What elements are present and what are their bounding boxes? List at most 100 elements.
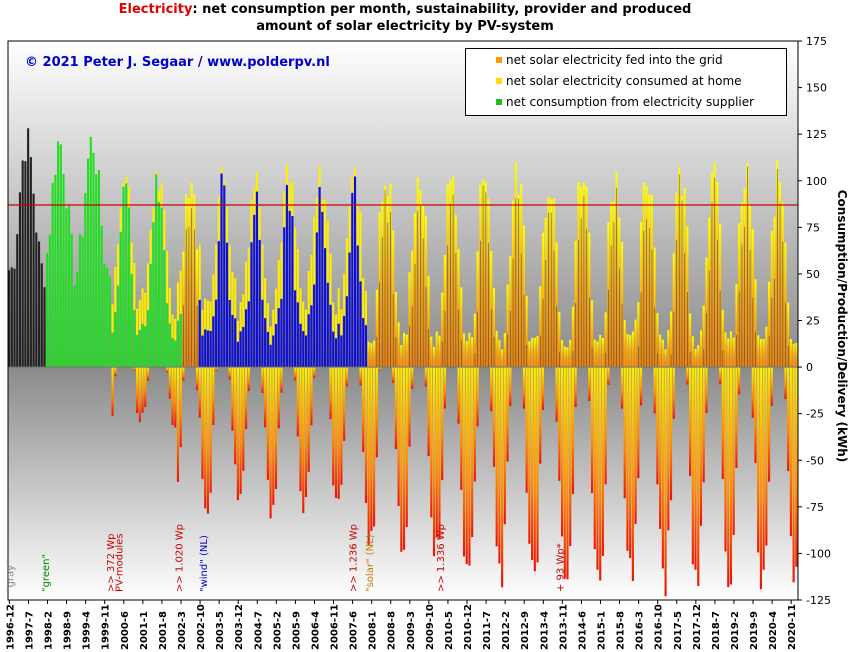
bar-solar-consumed: [288, 182, 291, 211]
bar-net: [659, 334, 662, 368]
bar-net: [754, 279, 757, 368]
bar-solar-consumed: [294, 227, 297, 291]
bar-supplier: [318, 186, 321, 368]
bar-net: [430, 336, 433, 368]
bar-supplier-core: [608, 289, 609, 368]
bar-solar-consumed: [255, 172, 259, 192]
bar-net: [724, 332, 727, 368]
bar-supplier-core: [676, 240, 677, 368]
bar-supplier: [157, 201, 160, 368]
bar-solar-consumed: [144, 292, 147, 327]
bar-solar-fed: [462, 367, 466, 557]
y-axis: -125 -100 -75 -50 -25 0 25 50 75 100 125 150 175: [798, 35, 831, 607]
bar-supplier: [343, 315, 346, 368]
bar-net: [721, 309, 724, 368]
bar-solar-fed: [702, 367, 705, 483]
bar-solar-fed: [364, 367, 367, 503]
bar-solar-fed: [672, 367, 675, 419]
bar-solar-fed: [501, 367, 504, 588]
bar-supplier-core: [493, 337, 495, 368]
bar-solar-consumed: [261, 244, 264, 300]
bar-consumption: [89, 136, 92, 368]
bar-supplier-core: [711, 202, 713, 368]
bar-supplier: [291, 215, 294, 368]
bar-consumption: [108, 276, 111, 368]
bar-net: [441, 292, 444, 368]
bar-solar-fed: [457, 367, 460, 424]
y-tick-label: -75: [806, 501, 824, 514]
bar-supplier: [163, 249, 166, 368]
annotation-label: "green": [41, 554, 52, 592]
bar-solar-fed: [138, 367, 141, 423]
bar-net: [566, 347, 569, 368]
bar-solar-fed: [795, 367, 798, 567]
bar-supplier-core: [621, 303, 623, 368]
bar-supplier: [329, 304, 332, 368]
legend-swatch-consumed: [496, 78, 502, 84]
x-tick-label: 2006-4: [310, 611, 321, 650]
bar-net: [768, 281, 771, 368]
annotation-label: >> 1.020 Wp: [174, 524, 185, 592]
bar-solar-fed: [427, 367, 430, 457]
bar-net: [503, 333, 506, 368]
bar-solar-fed: [623, 367, 626, 499]
bar-supplier-core: [687, 291, 688, 368]
bar-solar-fed: [531, 367, 534, 561]
bar-solar-fed: [525, 367, 528, 493]
bar-solar-consumed: [236, 320, 239, 342]
bar-supplier-core: [572, 351, 574, 368]
bar-solar-fed: [296, 367, 299, 437]
bar-supplier-core: [548, 212, 549, 368]
bar-solar-consumed: [119, 208, 122, 232]
bar-solar-fed: [239, 367, 242, 494]
bar-solar-consumed: [171, 314, 174, 339]
bar-solar-fed: [280, 367, 283, 393]
bar-supplier-core: [191, 208, 193, 368]
bar-supplier-core: [717, 239, 718, 368]
bar-solar-fed: [242, 367, 245, 471]
y-tick-label: 75: [806, 221, 820, 234]
legend-label-consumed: net solar electricity consumed at home: [506, 74, 742, 88]
bar-solar-fed: [691, 367, 694, 565]
bar-solar-fed: [166, 367, 169, 373]
bar-solar-consumed: [223, 181, 226, 186]
x-tick-label: 1998-2: [44, 611, 55, 650]
annotation-label: "gray": [5, 560, 16, 592]
bar-supplier-core: [643, 231, 645, 368]
bar-supplier: [302, 331, 305, 368]
bar-consumption: [51, 182, 54, 368]
bar-supplier: [294, 290, 297, 368]
bar-supplier-core: [447, 245, 449, 368]
bar-solar-fed: [269, 367, 272, 519]
bar-solar-consumed: [209, 301, 212, 331]
bar-supplier: [351, 192, 354, 368]
bar-solar-fed: [574, 367, 577, 407]
bar-supplier-core: [428, 328, 430, 368]
bar-solar-fed: [569, 367, 572, 547]
bar-solar-consumed: [176, 282, 180, 321]
bar-supplier-core: [755, 331, 756, 368]
bar-solar-fed: [179, 367, 182, 448]
bar-supplier: [337, 323, 340, 368]
bar-net: [727, 338, 730, 368]
bar-supplier-core: [488, 242, 489, 368]
bar-solar-fed: [566, 367, 569, 580]
bar-net: [669, 311, 673, 368]
bar-supplier-core: [411, 306, 413, 368]
bar-supplier-core: [714, 177, 716, 368]
bar-net: [601, 338, 604, 368]
bar-solar-fed: [228, 367, 231, 380]
bar-solar-fed: [234, 367, 237, 465]
bar-solar-fed: [400, 367, 403, 552]
bar-solar-consumed: [307, 270, 310, 315]
legend-swatch-fed: [496, 57, 502, 63]
annotation-label: >> 1.236 Wp: [349, 524, 360, 592]
bar-supplier-core: [420, 204, 421, 368]
bar-solar-fed: [770, 367, 773, 406]
x-tick-label: 2006-11: [330, 604, 341, 650]
bar-supplier: [149, 263, 152, 368]
y-tick-label: 150: [806, 82, 827, 95]
bar-supplier: [228, 299, 231, 368]
bar-solar-fed: [340, 367, 343, 485]
bar-supplier: [359, 281, 362, 368]
